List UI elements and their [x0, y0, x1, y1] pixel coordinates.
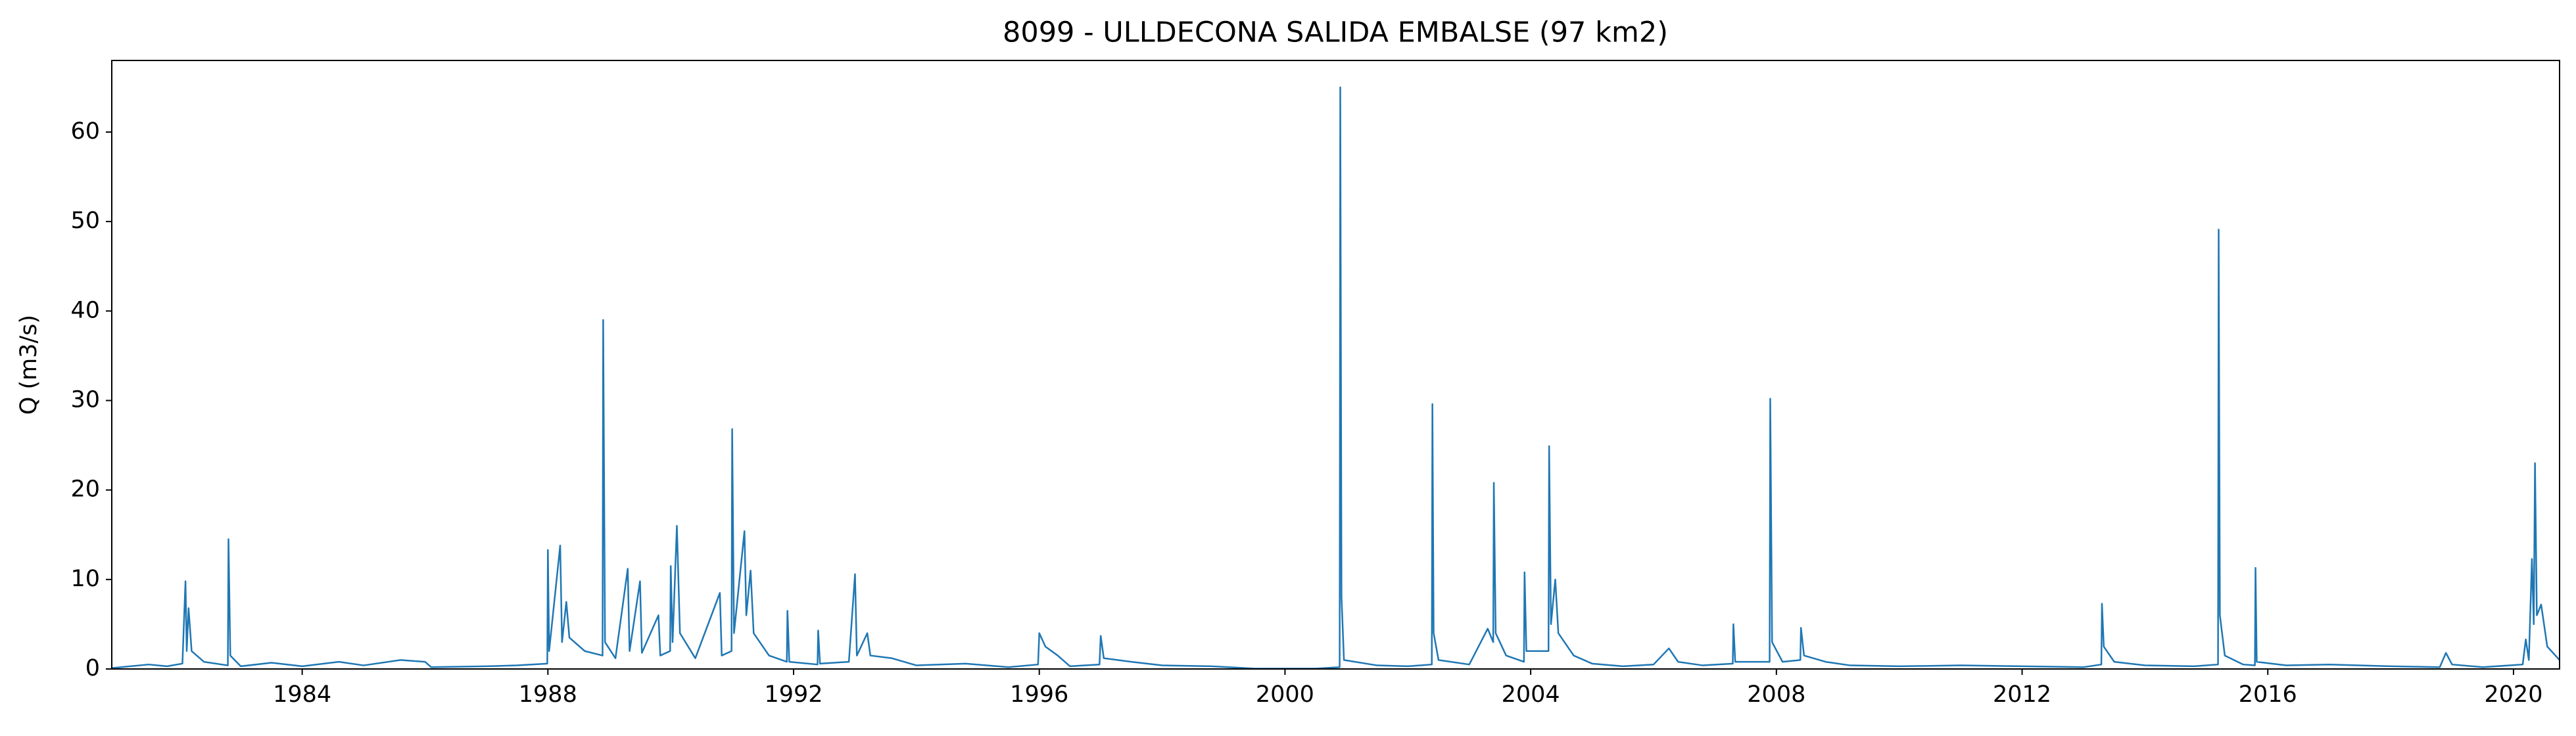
y-tick-label: 10	[70, 566, 100, 592]
plot-frame	[111, 60, 2560, 670]
y-tick-label: 40	[70, 297, 100, 323]
y-tick-label: 60	[70, 118, 100, 145]
x-tick-label: 1984	[273, 681, 331, 708]
x-tick-label: 1996	[1010, 681, 1068, 708]
y-tick-label: 30	[70, 386, 100, 413]
x-tick-label: 2008	[1747, 681, 1805, 708]
x-tick-label: 2016	[2239, 681, 2297, 708]
x-tick-label: 1992	[764, 681, 823, 708]
x-tick-label: 1988	[519, 681, 577, 708]
x-tick-label: 2020	[2484, 681, 2542, 708]
y-tick-label: 20	[70, 476, 100, 503]
chart-title: 8099 - ULLDECONA SALIDA EMBALSE (97 km2)	[1003, 16, 1668, 49]
x-tick-label: 2004	[1502, 681, 1560, 708]
y-axis-label: Q (m3/s)	[16, 315, 42, 415]
y-tick-label: 0	[85, 655, 100, 681]
data-line	[111, 86, 2560, 670]
y-tick-label: 50	[70, 208, 100, 234]
x-tick-label: 2012	[1993, 681, 2051, 708]
x-tick-label: 2000	[1256, 681, 1314, 708]
